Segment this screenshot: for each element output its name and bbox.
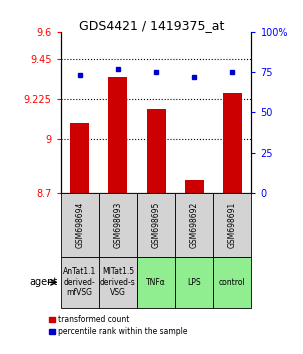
Text: GSM698693: GSM698693 [113,201,122,248]
Text: agent: agent [29,277,58,287]
Text: LPS: LPS [188,278,201,287]
Text: AnTat1.1
derived-
mfVSG: AnTat1.1 derived- mfVSG [63,267,96,297]
Text: GDS4421 / 1419375_at: GDS4421 / 1419375_at [79,19,224,33]
FancyBboxPatch shape [137,257,175,308]
FancyBboxPatch shape [175,193,213,257]
Text: MITat1.5
derived-s
VSG: MITat1.5 derived-s VSG [100,267,136,297]
FancyBboxPatch shape [213,193,251,257]
Text: GSM698691: GSM698691 [228,202,237,248]
Bar [185,181,204,193]
FancyBboxPatch shape [61,193,99,257]
Bar [70,123,89,193]
Text: GSM698692: GSM698692 [190,202,199,248]
Text: TNFα: TNFα [146,278,166,287]
FancyBboxPatch shape [99,193,137,257]
FancyBboxPatch shape [61,257,99,308]
Bar [147,109,165,193]
FancyBboxPatch shape [175,257,213,308]
Bar [223,93,242,193]
Bar [108,76,127,193]
Text: GSM698695: GSM698695 [152,201,161,248]
Legend: transformed count, percentile rank within the sample: transformed count, percentile rank withi… [49,315,187,336]
FancyBboxPatch shape [137,193,175,257]
FancyBboxPatch shape [213,257,251,308]
Text: control: control [219,278,246,287]
FancyBboxPatch shape [99,257,137,308]
Text: GSM698694: GSM698694 [75,201,84,248]
